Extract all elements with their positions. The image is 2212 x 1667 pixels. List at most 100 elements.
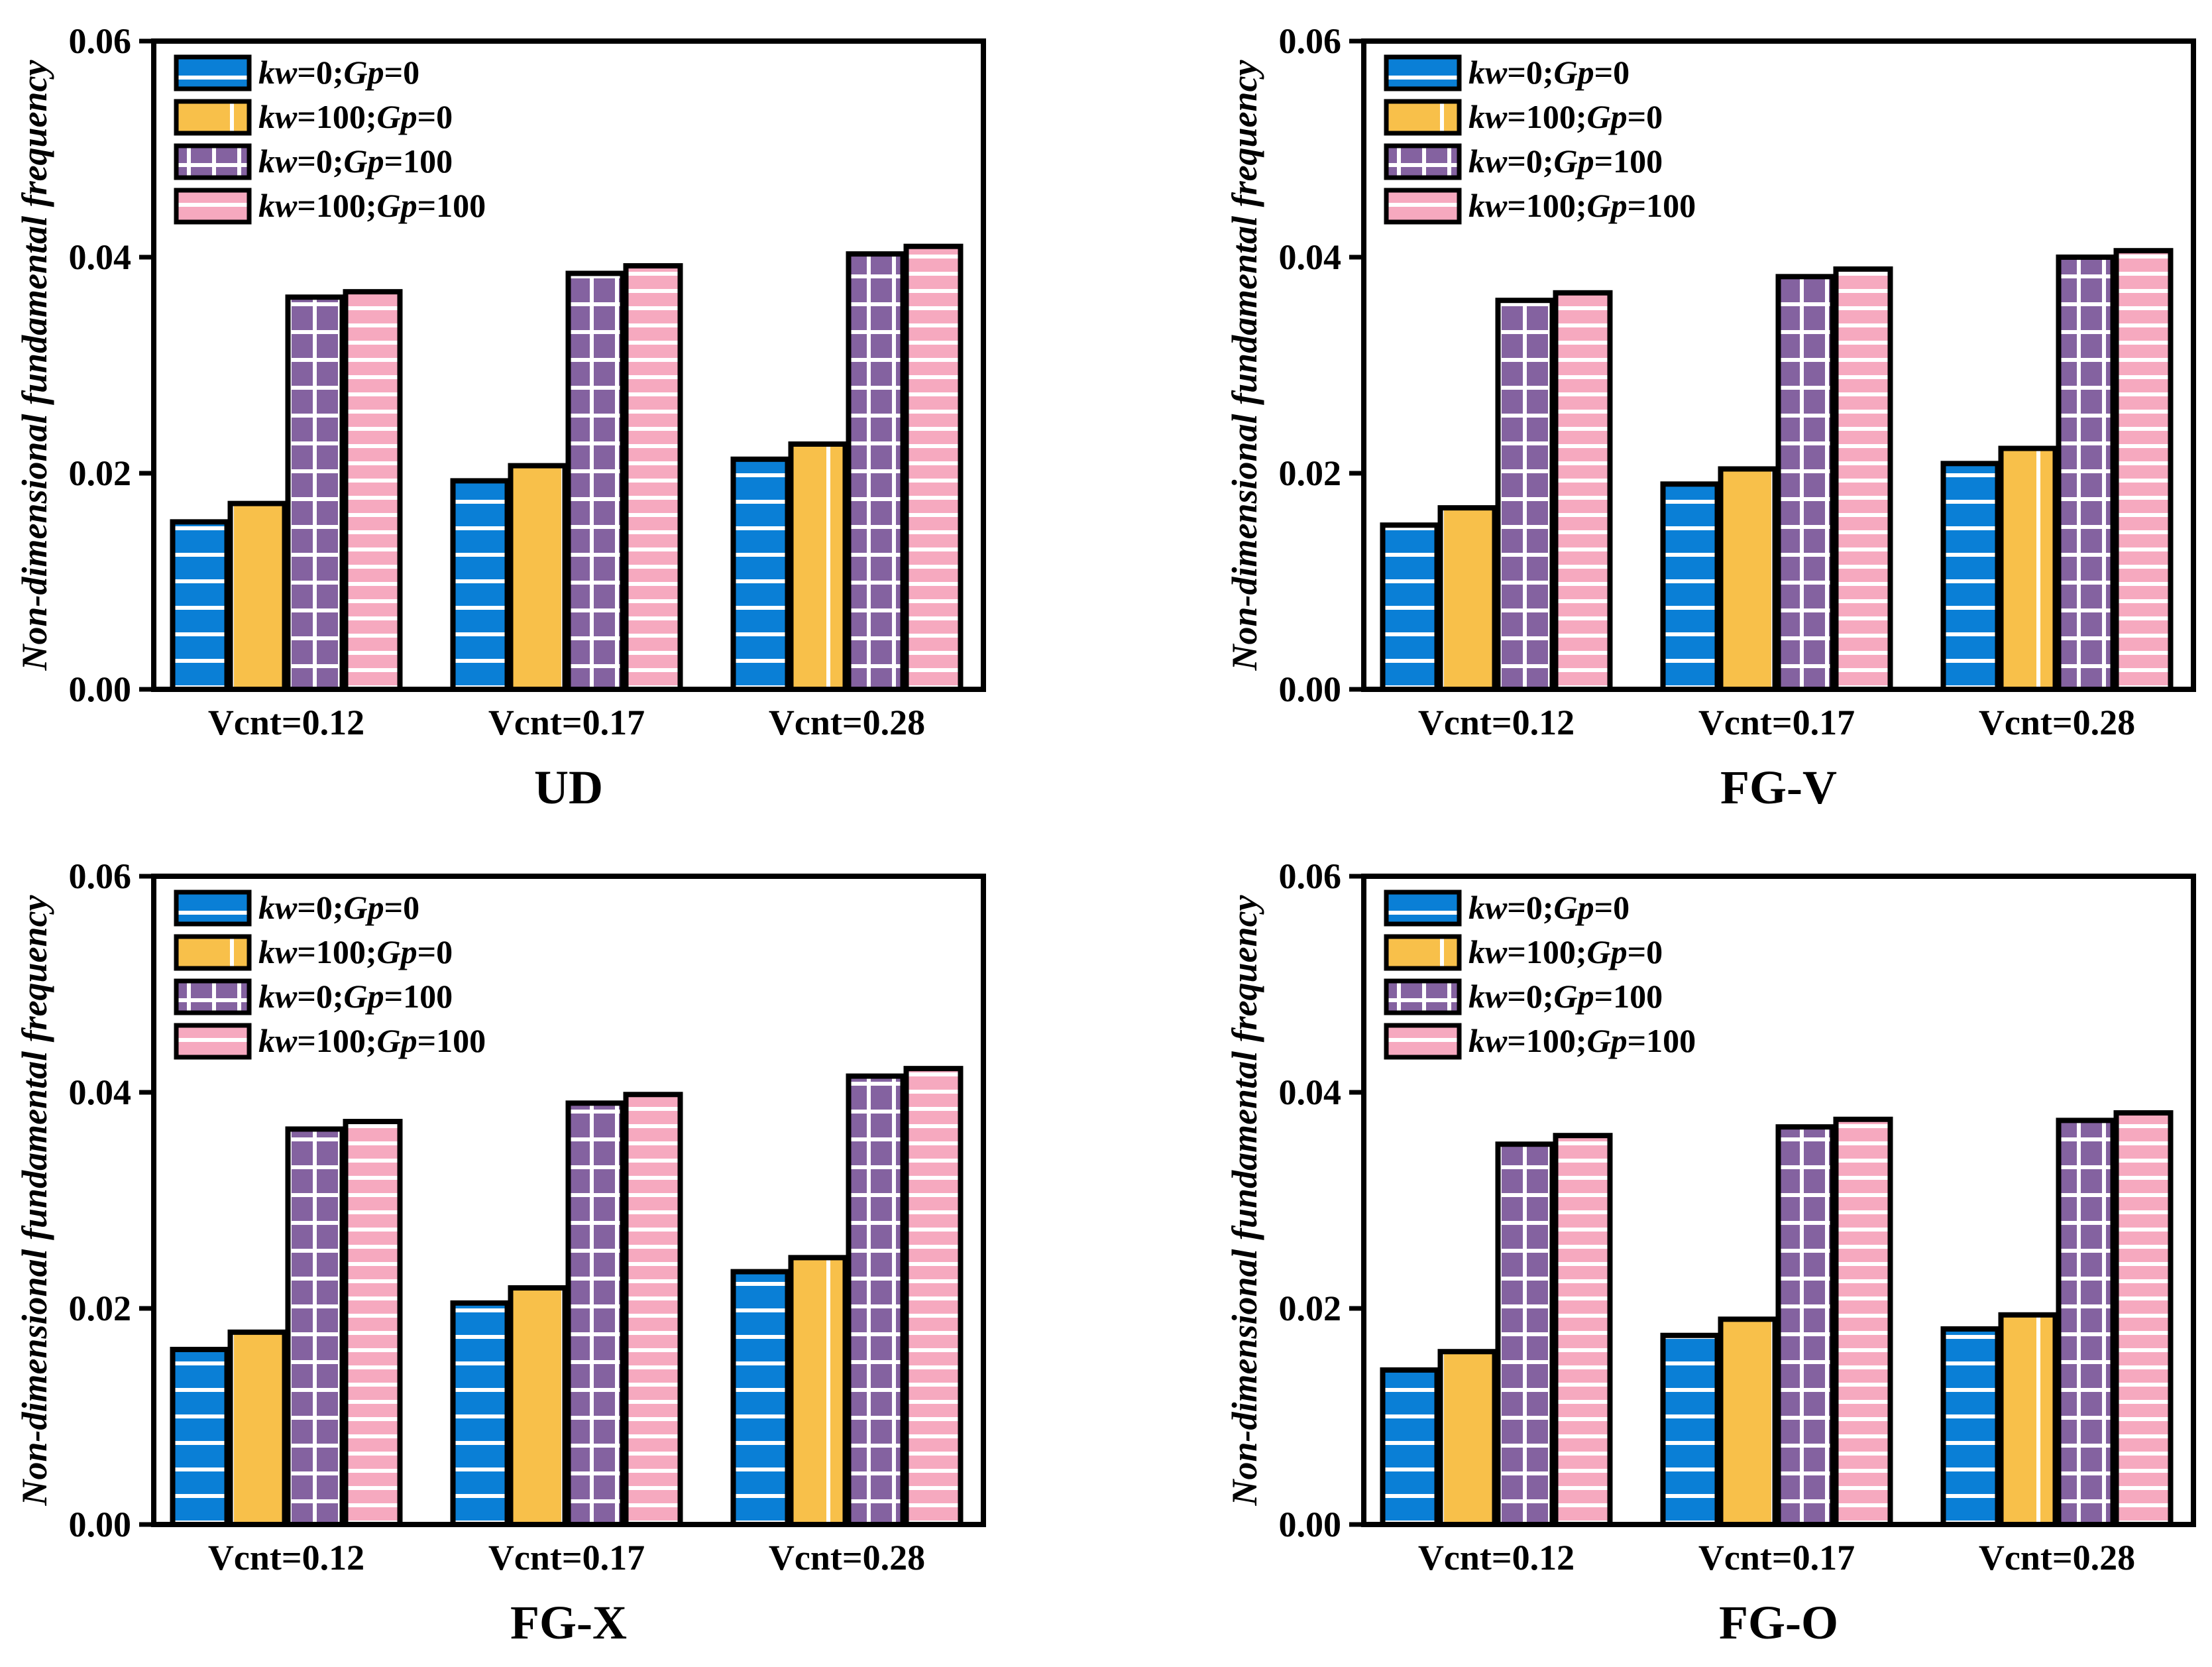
y-axis-label: Non-dimensional fundamental frequency — [1225, 894, 1264, 1506]
bar-ud-s1-g1 — [508, 463, 568, 693]
bar-fg-v-s3-g0 — [1553, 290, 1613, 693]
bar-fg-o-s3-g0 — [1553, 1133, 1613, 1527]
legend-swatch-2 — [1384, 143, 1462, 180]
panel-title: UD — [534, 761, 603, 814]
x-category-label: Vcnt=0.28 — [1979, 1538, 2135, 1578]
bar-fg-o-s0-g0 — [1380, 1367, 1440, 1527]
chart-panel-fg-x: Non-dimensional fundamental frequency 0.0… — [15, 856, 986, 1649]
legend-label-0: kw=0;Gp=0 — [1468, 54, 1630, 91]
y-tick-label: 0.00 — [1279, 669, 1342, 709]
bar-fg-v-s2-g1 — [1775, 274, 1836, 692]
bar-fg-x-s0-g2 — [730, 1269, 791, 1528]
panel-title: FG-V — [1720, 761, 1837, 814]
x-category-label: Vcnt=0.17 — [1698, 703, 1855, 742]
y-tick-label: 0.00 — [69, 1505, 132, 1544]
legend-swatch-3 — [1384, 188, 1462, 225]
y-axis-label: Non-dimensional fundamental frequency — [1225, 59, 1264, 671]
bar-fg-v-s2-g2 — [2056, 255, 2116, 692]
legend-label-2: kw=0;Gp=100 — [258, 143, 453, 180]
bar-fg-o-s1-g0 — [1437, 1349, 1498, 1527]
y-tick-label: 0.04 — [69, 1072, 132, 1112]
bar-ud-s3-g2 — [903, 243, 964, 692]
chart-panel-fg-o: Non-dimensional fundamental frequency 0.0… — [1225, 856, 2196, 1649]
bar-fg-o-s0-g2 — [1940, 1326, 2001, 1527]
bar-fg-v-s1-g0 — [1437, 505, 1498, 692]
legend-label-3: kw=100;Gp=100 — [1468, 187, 1696, 224]
bar-fg-o-s2-g0 — [1495, 1141, 1555, 1527]
legend-label-0: kw=0;Gp=0 — [258, 889, 419, 926]
bar-fg-o-s1-g1 — [1718, 1316, 1778, 1527]
x-category-label: Vcnt=0.17 — [488, 703, 645, 742]
legend-label-1: kw=100;Gp=0 — [1468, 98, 1663, 135]
legend-swatch-0 — [174, 890, 252, 927]
legend-label-2: kw=0;Gp=100 — [1468, 978, 1663, 1015]
y-axis-label: Non-dimensional fundamental frequency — [15, 894, 54, 1506]
bar-fg-o-s3-g2 — [2113, 1110, 2174, 1528]
bar-fg-v-s1-g2 — [1998, 445, 2058, 692]
x-category-label: Vcnt=0.28 — [1979, 703, 2135, 742]
x-category-label: Vcnt=0.28 — [769, 1538, 925, 1578]
bar-fg-x-s1-g0 — [227, 1329, 288, 1527]
bar-fg-x-s2-g1 — [565, 1100, 626, 1527]
bar-fg-x-s1-g2 — [788, 1255, 848, 1527]
x-category-label: Vcnt=0.12 — [208, 1538, 364, 1578]
x-category-label: Vcnt=0.12 — [1418, 703, 1575, 742]
legend-label-3: kw=100;Gp=100 — [258, 1022, 486, 1059]
chart-panel-ud: Non-dimensional fundamental frequency 0.0… — [15, 21, 986, 814]
y-tick-label: 0.02 — [1279, 453, 1342, 493]
plot-frame — [1361, 38, 2196, 692]
y-tick-label: 0.06 — [69, 856, 132, 896]
x-category-label: Vcnt=0.17 — [488, 1538, 645, 1578]
y-tick-label: 0.06 — [69, 21, 132, 61]
legend-swatch-3 — [174, 188, 252, 225]
plot-frame — [1361, 874, 2196, 1527]
bar-fg-v-s3-g2 — [2113, 248, 2174, 693]
bar-ud-s0-g0 — [170, 519, 230, 692]
bar-ud-s3-g1 — [623, 263, 683, 693]
bar-ud-s1-g2 — [788, 441, 848, 692]
bar-fg-o-s2-g2 — [2056, 1118, 2116, 1527]
legend-label-3: kw=100;Gp=100 — [1468, 1022, 1696, 1059]
legend-label-3: kw=100;Gp=100 — [258, 187, 486, 224]
bar-ud-s3-g0 — [343, 289, 403, 693]
bar-fg-o-s0-g1 — [1660, 1332, 1720, 1527]
x-category-label: Vcnt=0.12 — [208, 703, 364, 742]
bar-ud-s2-g0 — [285, 294, 345, 692]
legend-swatch-1 — [1384, 934, 1462, 971]
bar-fg-v-s0-g1 — [1660, 481, 1720, 692]
bar-fg-x-s3-g0 — [343, 1119, 403, 1527]
legend-swatch-0 — [174, 54, 252, 91]
bar-fg-o-s1-g2 — [1998, 1312, 2058, 1528]
legend-swatch-2 — [174, 143, 252, 180]
bar-fg-x-s2-g0 — [285, 1126, 345, 1528]
legend-label-2: kw=0;Gp=100 — [1468, 143, 1663, 180]
bar-ud-s2-g2 — [846, 251, 906, 692]
y-tick-label: 0.04 — [1279, 1072, 1342, 1112]
y-tick-label: 0.02 — [69, 453, 132, 493]
plot-frame — [151, 874, 986, 1527]
bar-ud-s1-g0 — [227, 500, 288, 692]
bar-fg-x-s0-g1 — [450, 1300, 510, 1527]
legend-label-1: kw=100;Gp=0 — [258, 98, 453, 135]
y-tick-label: 0.04 — [1279, 237, 1342, 277]
legend-swatch-3 — [174, 1023, 252, 1060]
plot-frame — [151, 38, 986, 692]
legend-label-0: kw=0;Gp=0 — [1468, 889, 1630, 926]
bar-fg-o-s2-g1 — [1775, 1124, 1836, 1528]
panel-title: FG-X — [510, 1596, 627, 1649]
chart-panel-fg-v: Non-dimensional fundamental frequency 0.0… — [1225, 21, 2196, 814]
panel-title: FG-O — [1719, 1596, 1838, 1649]
bar-fg-o-s3-g1 — [1833, 1116, 1893, 1527]
legend-swatch-3 — [1384, 1023, 1462, 1060]
y-tick-label: 0.02 — [1279, 1289, 1342, 1328]
y-tick-label: 0.04 — [69, 237, 132, 277]
legend-label-1: kw=100;Gp=0 — [1468, 933, 1663, 970]
bar-fg-x-s0-g0 — [170, 1346, 230, 1527]
legend-swatch-1 — [1384, 99, 1462, 136]
y-axis-label: Non-dimensional fundamental frequency — [15, 59, 54, 671]
bar-fg-x-s3-g2 — [903, 1066, 964, 1527]
bar-fg-v-s2-g0 — [1495, 298, 1555, 692]
y-tick-label: 0.06 — [1279, 21, 1342, 61]
x-category-label: Vcnt=0.12 — [1418, 1538, 1575, 1578]
